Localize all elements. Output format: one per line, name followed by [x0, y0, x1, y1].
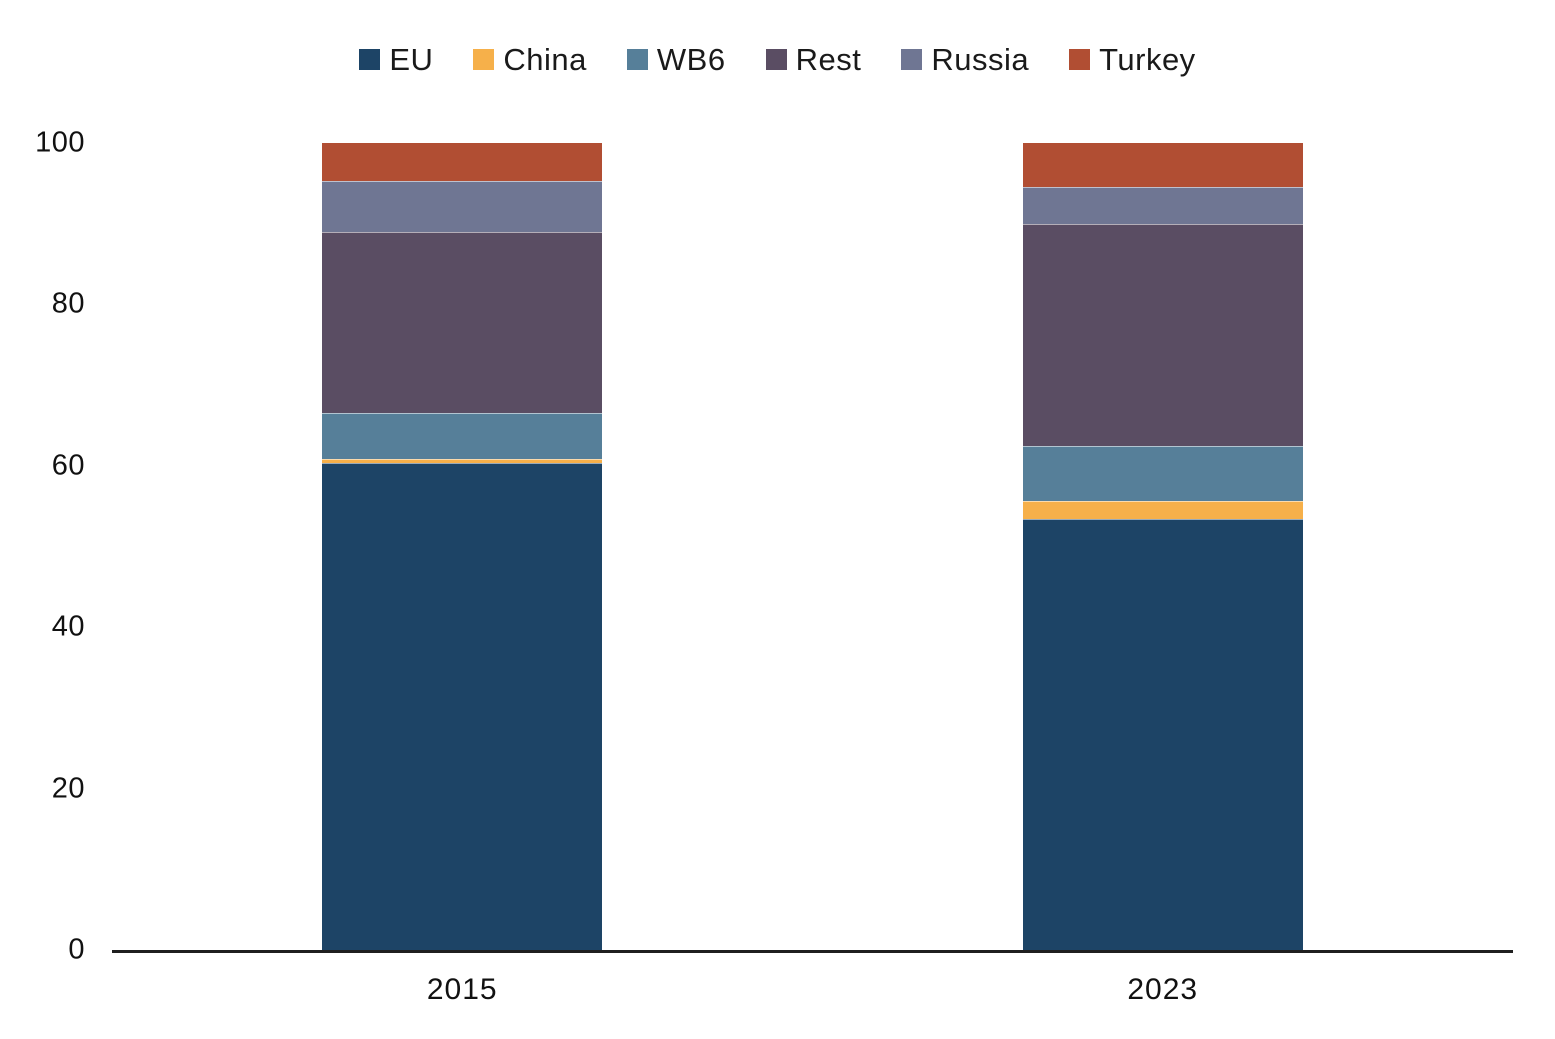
bar-segment-russia-2015	[322, 180, 603, 232]
x-axis-label-2015: 2015	[426, 973, 498, 1006]
bar-segment-wb6-2023	[1022, 445, 1303, 502]
bar-segment-turkey-2023	[1022, 143, 1303, 188]
legend-label: Turkey	[1099, 42, 1196, 77]
bar-segment-rest-2023	[1022, 223, 1303, 446]
y-axis-tick-label: 100	[35, 126, 85, 159]
legend-item-russia: Russia	[901, 44, 1029, 75]
legend-item-turkey: Turkey	[1069, 44, 1196, 75]
legend-swatch-icon	[1069, 49, 1091, 70]
bar-segment-russia-2023	[1022, 187, 1303, 224]
legend-label: Rest	[795, 42, 862, 77]
legend-label: EU	[389, 42, 434, 77]
bar-segment-china-2023	[1022, 501, 1303, 520]
legend-label: Russia	[931, 42, 1030, 77]
bar-segment-rest-2015	[322, 231, 603, 413]
legend-label: China	[503, 42, 587, 77]
legend-swatch-icon	[473, 49, 495, 70]
legend-item-wb6: WB6	[626, 42, 726, 77]
legend-item-china: China	[473, 44, 587, 75]
legend-swatch-icon	[901, 49, 923, 70]
legend-item-rest: Rest	[765, 42, 862, 77]
legend-label: WB6	[656, 42, 726, 77]
y-axis-tick-label: 80	[51, 287, 85, 320]
x-axis-line	[112, 950, 1513, 953]
legend-swatch-icon	[765, 49, 787, 70]
plot-area: 2015 2023	[112, 143, 1513, 1005]
bar-segment-eu-2023	[1022, 519, 1303, 950]
y-axis-tick-label: 20	[51, 772, 85, 805]
bar-2023	[1022, 143, 1303, 950]
y-axis-tick-label: 60	[51, 449, 85, 482]
bar-segment-eu-2015	[322, 462, 603, 950]
x-axis-label-2023: 2023	[1127, 973, 1199, 1006]
y-axis: 0 20 40 60 80 100	[0, 128, 85, 964]
bar-segment-turkey-2015	[322, 143, 603, 181]
legend: EU China WB6 Rest Russia Turkey	[0, 44, 1555, 75]
y-axis-tick-label: 40	[51, 610, 85, 643]
legend-item-eu: EU	[359, 44, 433, 75]
bar-2015	[322, 143, 603, 950]
legend-swatch-icon	[359, 49, 381, 70]
legend-swatch-icon	[626, 49, 648, 70]
bar-segment-wb6-2015	[322, 412, 603, 459]
y-axis-tick-label: 0	[68, 933, 85, 966]
bar-segment-china-2015	[322, 458, 603, 463]
